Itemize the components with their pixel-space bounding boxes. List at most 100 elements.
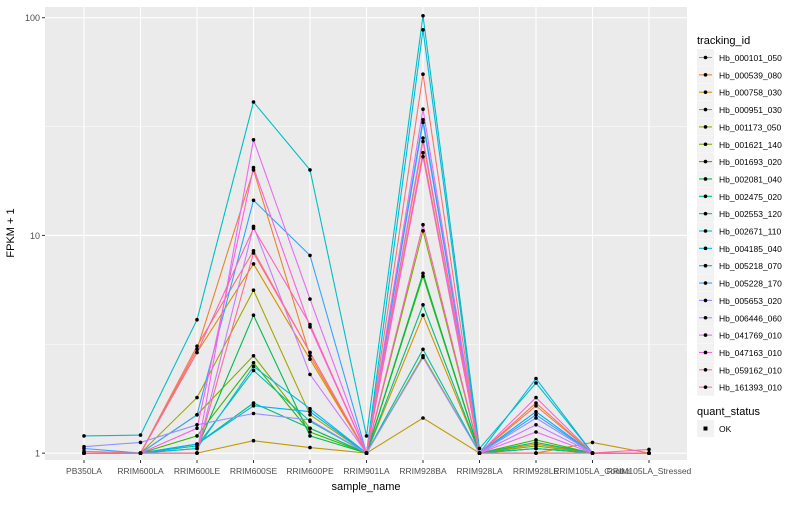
x-tick-label: RRIM928LE (513, 466, 560, 476)
legend-label: Hb_041769_010 (719, 331, 782, 341)
data-point-Hb_041769_010-RRIM600PE (308, 297, 312, 301)
x-tick-label: RRIM600PE (286, 466, 334, 476)
legend-key-point (703, 211, 708, 216)
data-point-Hb_005228_170-RRIM600PE (308, 253, 312, 258)
data-point-Hb_041769_010-RRIM928BA (421, 107, 425, 111)
data-point-Hb_059162_010-RRIM600SE (251, 226, 256, 230)
legend-key-point (703, 315, 708, 320)
data-point-Hb_001693_020-RRIM600SE (251, 361, 256, 365)
data-point-Hb_001693_020-RRIM600LE (195, 434, 199, 438)
legend-key-point (703, 333, 708, 337)
points-layer (82, 14, 651, 455)
legend-key-point (703, 142, 708, 147)
data-point-Hb_002553_120-RRIM928LE (534, 446, 538, 451)
legend-key-point (703, 159, 708, 164)
data-point-Hb_161393_010-RRIM928LE (534, 451, 538, 455)
y-tick-label: 10 (30, 231, 40, 241)
x-axis-title: sample_name (331, 481, 400, 493)
legend-key-point (703, 229, 708, 233)
data-point-Hb_161393_010-RRIM928LA (477, 451, 482, 455)
data-point-Hb_001173_050-RRIM600LE (195, 395, 199, 400)
data-point-Hb_161393_010-RRIM105LA_Stressed (647, 451, 651, 455)
data-point-Hb_000951_030-RRIM600PE (308, 445, 312, 450)
legend-key-point (703, 177, 708, 181)
x-tick-label: RRIM600SE (230, 466, 278, 476)
data-point-Hb_005653_020-RRIM600LE (195, 423, 199, 427)
data-point-Hb_041769_010-RRIM600SE (251, 138, 256, 142)
data-point-Hb_041769_010-RRIM928LE (534, 430, 538, 434)
legend2-key-point (703, 426, 708, 431)
data-point-Hb_000101_050-RRIM928BA (421, 72, 425, 76)
data-point-Hb_002671_110-RRIM600LE (195, 317, 199, 322)
legend-key-point (703, 55, 708, 60)
data-point-Hb_005218_070-RRIM600PE (308, 409, 312, 414)
data-point-Hb_001621_140-RRIM928LE (534, 444, 538, 448)
data-point-Hb_161393_010-RRIM600PE (308, 350, 312, 355)
data-point-Hb_000101_050-RRIM928LE (534, 404, 538, 408)
data-point-Hb_002553_120-RRIM928BA (421, 347, 425, 352)
data-point-Hb_005218_070-RRIM600SE (251, 404, 256, 408)
legend-label: Hb_002081_040 (719, 174, 782, 184)
data-point-Hb_000951_030-RRIM928BA (421, 416, 425, 420)
legend-label: Hb_000539_080 (719, 70, 782, 80)
legend-key-point (703, 194, 708, 199)
data-point-Hb_001693_020-RRIM600PE (308, 430, 312, 434)
data-point-Hb_001693_020-RRIM928BA (421, 274, 425, 279)
data-point-Hb_000758_030-RRIM600PE (308, 357, 312, 362)
grid (45, 7, 687, 460)
data-point-Hb_002553_120-RRIM600SE (251, 368, 256, 373)
data-point-Hb_047163_010-RRIM928LE (534, 395, 538, 400)
legend-key-point (703, 350, 708, 355)
data-point-Hb_005653_020-RRIM928BA (421, 355, 425, 360)
data-point-Hb_006446_060-RRIM928LE (534, 423, 538, 427)
data-point-Hb_047163_010-RRIM600LE (195, 426, 199, 431)
data-point-Hb_047163_010-RRIM928BA (421, 154, 425, 159)
data-point-Hb_000951_030-RRIM105LA_Control (590, 440, 595, 445)
data-point-Hb_002475_020-RRIM600PE (308, 426, 312, 431)
data-point-Hb_005228_170-RRIM928LE (534, 413, 538, 417)
legend-label: Hb_005228_170 (719, 279, 782, 289)
legend-title: tracking_id (697, 35, 750, 47)
legend-key-point (703, 90, 708, 94)
data-point-Hb_002671_110-RRIM901LA (364, 434, 369, 438)
legend-label: Hb_005653_020 (719, 296, 782, 306)
data-point-Hb_002081_040-RRIM600PE (308, 434, 312, 438)
legend-label: Hb_000758_030 (719, 88, 782, 98)
legend-label: Hb_006446_060 (719, 313, 782, 323)
data-point-Hb_002475_020-RRIM928BA (421, 303, 425, 307)
data-point-Hb_161393_010-RRIM600LE (195, 451, 199, 455)
x-tick-label: RRIM105LA_Control (553, 466, 632, 476)
data-point-Hb_000539_080-RRIM928LE (534, 401, 538, 405)
legend-key-point (703, 246, 708, 251)
legend-label: Hb_161393_010 (719, 383, 782, 393)
x-tick-label: RRIM928BA (399, 466, 447, 476)
data-point-Hb_005653_020-RRIM928LE (534, 416, 538, 420)
legend-label: Hb_002671_110 (719, 227, 782, 237)
data-point-Hb_002671_110-RRIM928LE (534, 381, 538, 385)
data-point-Hb_002475_020-RRIM928LE (534, 440, 538, 445)
data-point-Hb_161393_010-RRIM105LA_Control (590, 451, 595, 455)
legend-label: Hb_004185_040 (719, 244, 782, 254)
data-point-Hb_001173_050-RRIM600PE (308, 413, 312, 417)
data-point-Hb_059162_010-RRIM600LE (195, 350, 199, 355)
legend-label: Hb_001693_020 (719, 157, 782, 167)
legend-label: Hb_002553_120 (719, 209, 782, 219)
data-point-Hb_059162_010-RRIM105LA_Stressed (647, 447, 651, 452)
x-tick-label: RRIM105LA_Stressed (607, 466, 692, 476)
data-point-Hb_006446_060-RRIM928BA (421, 136, 425, 140)
data-point-Hb_001173_050-RRIM600SE (251, 288, 256, 293)
x-tick-label: RRIM928LA (456, 466, 503, 476)
legend-label: Hb_059162_010 (719, 365, 782, 375)
legend-key-point (703, 73, 708, 77)
data-point-Hb_000758_030-RRIM600SE (251, 262, 256, 266)
data-point-Hb_002671_110-RRIM600SE (251, 100, 256, 104)
data-point-Hb_002081_040-RRIM600SE (251, 313, 256, 318)
data-point-Hb_002475_020-RRIM600SE (251, 401, 256, 405)
data-point-Hb_005653_020-RRIM600SE (251, 411, 256, 416)
data-point-Hb_001621_140-RRIM600SE (251, 354, 256, 358)
data-point-Hb_006446_060-RRIM600PE (308, 372, 312, 377)
legend: tracking_id quant_status Hb_000101_050 Hb… (697, 35, 782, 437)
y-tick-label: 100 (25, 13, 40, 23)
